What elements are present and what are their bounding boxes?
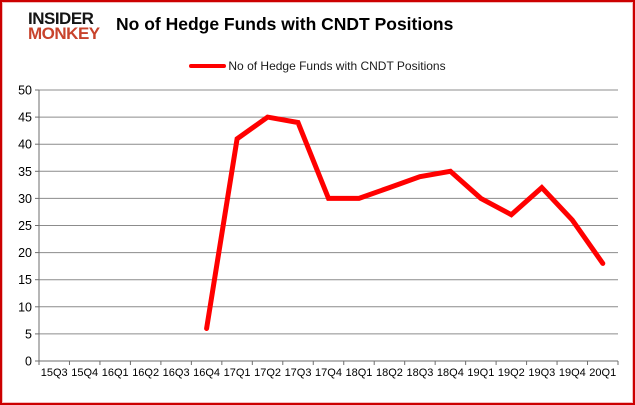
logo-line2: MONKEY	[28, 24, 100, 43]
y-axis-tick-label: 20	[18, 246, 32, 260]
y-axis-tick-label: 10	[18, 300, 32, 314]
y-axis-tick-label: 5	[25, 327, 32, 341]
y-axis-tick-label: 15	[18, 273, 32, 287]
y-axis-tick-label: 35	[18, 165, 32, 179]
x-axis-tick-label: 16Q4	[193, 367, 220, 379]
x-axis-tick-label: 20Q1	[589, 367, 616, 379]
x-axis-tick-label: 18Q1	[346, 367, 373, 379]
y-axis-tick-label: 25	[18, 219, 32, 233]
x-axis-tick-label: 18Q3	[406, 367, 433, 379]
x-axis-tick-label: 19Q3	[528, 367, 555, 379]
x-axis-tick-label: 16Q2	[132, 367, 159, 379]
legend-label: No of Hedge Funds with CNDT Positions	[228, 59, 446, 73]
x-axis-tick-label: 19Q4	[559, 367, 586, 379]
y-axis-tick-label: 45	[18, 111, 32, 125]
data-series-line	[204, 114, 606, 331]
x-axis-tick-label: 16Q3	[163, 367, 190, 379]
x-axis-tick-label: 16Q1	[102, 367, 129, 379]
y-axis-tick-label: 40	[18, 138, 32, 152]
x-axis-tick-label: 19Q2	[498, 367, 525, 379]
y-axis-tick-label: 50	[18, 84, 32, 98]
x-axis-tick-label: 19Q1	[467, 367, 494, 379]
legend-line-swatch	[189, 63, 227, 69]
logo-line1: INSIDER	[28, 9, 94, 28]
chart-title: No of Hedge Funds with CNDT Positions	[116, 14, 454, 34]
x-axis-tick-label: 18Q4	[437, 367, 464, 379]
x-axis-tick-label: 17Q1	[224, 367, 251, 379]
insider-monkey-logo: INSIDER MONKEY	[28, 9, 100, 43]
y-axis-tick-label: 30	[18, 192, 32, 206]
x-axis-tick-label: 17Q4	[315, 367, 342, 379]
x-axis-tick-label: 15Q4	[71, 367, 98, 379]
legend: No of Hedge Funds with CNDT Positions	[2, 59, 633, 73]
x-axis-tick-label: 17Q2	[254, 367, 281, 379]
x-axis-tick-label: 17Q3	[285, 367, 312, 379]
x-axis-tick-label: 18Q2	[376, 367, 403, 379]
x-axis-tick-label: 15Q3	[41, 367, 68, 379]
y-axis-tick-label: 0	[25, 355, 32, 369]
